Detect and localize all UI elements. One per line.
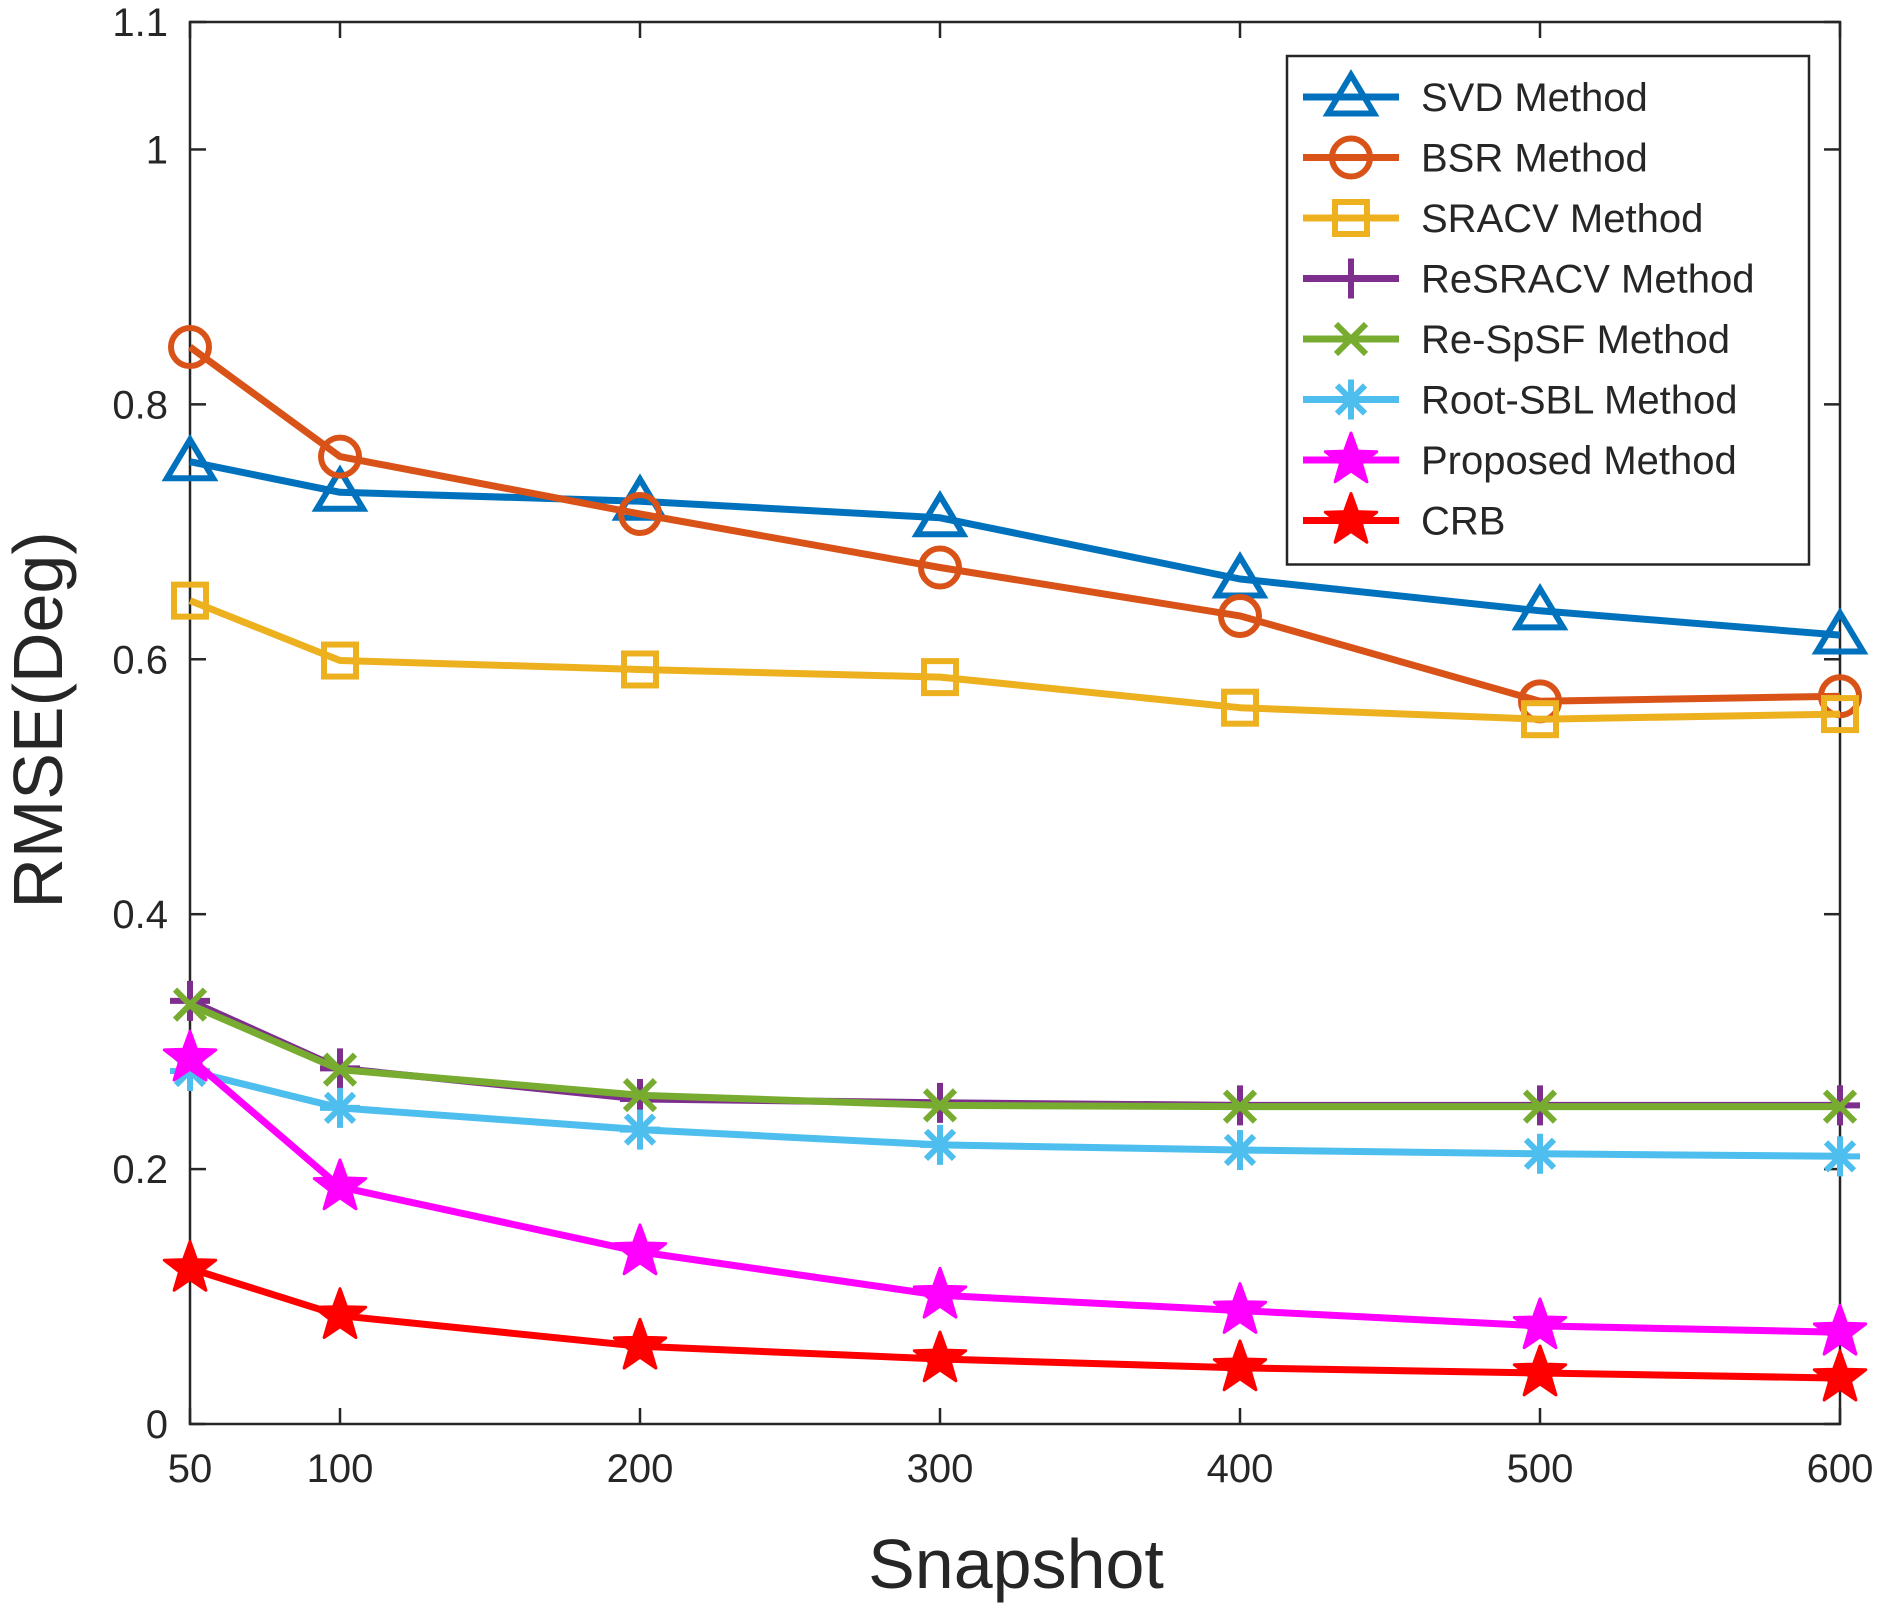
data-point-marker [920,1124,960,1165]
legend-label: Root-SBL Method [1421,379,1737,423]
data-point-marker [620,1109,660,1150]
legend-marker [1329,135,1373,180]
y-axis-title: RMSE(Deg) [0,531,77,908]
data-point-marker [612,1223,668,1276]
data-point-marker [162,1240,218,1292]
legend-entry: SRACV Method [1303,197,1703,241]
y-tick-label: 1 [146,128,168,172]
data-point-marker [1222,1089,1258,1124]
legend-marker [1322,69,1380,117]
data-point-marker [1221,688,1259,727]
data-point-marker [320,1087,360,1128]
series-crb [162,1240,1868,1402]
y-tick-label: 0.6 [112,638,168,682]
data-point-marker [172,987,208,1022]
data-point-marker [912,1266,968,1319]
data-point-marker [1820,1136,1860,1177]
data-point-marker [161,433,219,482]
data-point-marker [1218,593,1262,638]
data-point-marker [1521,700,1559,739]
y-tick-label: 1.1 [112,1,168,45]
data-point-marker [1821,695,1859,734]
x-tick-label: 200 [607,1447,674,1491]
data-point-marker [318,434,362,479]
y-tick-label: 0 [146,1403,168,1447]
legend-entry: Re-SpSF Method [1303,318,1730,362]
data-point-marker [921,658,959,697]
x-tick-label: 500 [1507,1447,1574,1491]
legend-entry: Root-SBL Method [1303,379,1737,423]
legend-marker [1332,199,1370,237]
data-point-marker [1520,1133,1560,1174]
legend-marker [1333,321,1369,357]
data-point-marker [922,1088,958,1123]
data-point-marker [1822,1089,1858,1124]
y-tick-label: 0.2 [112,1148,168,1192]
data-point-marker [322,1052,358,1087]
data-point-marker [312,1287,368,1339]
legend-marker [1323,431,1379,484]
data-point-marker [1812,1349,1868,1402]
data-point-marker [1522,1089,1558,1124]
data-point-marker [311,464,369,512]
legend-label: BSR Method [1421,137,1648,181]
x-tick-label: 300 [907,1447,974,1491]
legend-box [1285,54,1811,566]
data-point-marker [1811,607,1869,655]
legend-entry: SVD Method [1303,69,1648,120]
data-point-marker [171,581,209,620]
legend-entry: BSR Method [1303,135,1648,181]
data-point-marker [612,1317,668,1370]
y-tick-label: 0.4 [112,893,168,937]
data-point-marker [618,491,662,536]
x-tick-label: 50 [168,1447,213,1491]
x-tick-label: 100 [307,1447,374,1491]
data-point-marker [162,1029,218,1082]
x-axis-title: Snapshot [868,1525,1164,1603]
series-line [188,597,1841,723]
series-line [189,458,1841,639]
data-point-marker [912,1330,968,1383]
legend-entry: ReSRACV Method [1303,258,1754,302]
data-point-marker [1512,1344,1568,1397]
x-tick-label: 600 [1807,1447,1874,1491]
data-point-marker [1511,583,1569,631]
legend-label: Re-SpSF Method [1421,318,1730,362]
data-point-marker [312,1158,368,1211]
data-point-marker [1212,1339,1268,1392]
data-point-marker [1812,1303,1868,1356]
data-point-marker [622,1078,658,1113]
data-point-marker [168,325,212,370]
legend-marker [1323,492,1379,544]
series-re-spsf-method [172,987,1858,1124]
data-point-marker [1212,1282,1268,1334]
data-point-marker [621,650,659,689]
data-point-marker [1220,1129,1260,1170]
data-point-marker [911,489,969,538]
y-tick-label: 0.8 [112,383,168,427]
data-point-marker [918,545,962,590]
data-point-marker [321,641,359,680]
legend-label: CRB [1421,500,1505,544]
data-point-marker [1512,1297,1568,1350]
legend-label: SRACV Method [1421,197,1703,241]
series-proposed-method [162,1029,1868,1356]
series-sracv-method [171,581,1859,739]
legend-marker [1331,258,1371,299]
legend-label: ReSRACV Method [1421,258,1754,302]
legend-marker [1331,379,1371,420]
legend-entry: CRB [1303,492,1505,544]
legend-label: SVD Method [1421,76,1648,120]
legend-label: Proposed Method [1421,439,1737,483]
x-tick-label: 400 [1207,1447,1274,1491]
legend-entry: Proposed Method [1303,431,1737,484]
